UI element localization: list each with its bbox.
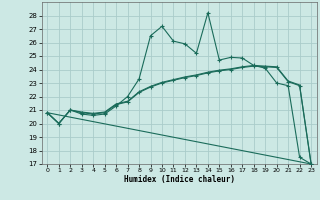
X-axis label: Humidex (Indice chaleur): Humidex (Indice chaleur) <box>124 175 235 184</box>
